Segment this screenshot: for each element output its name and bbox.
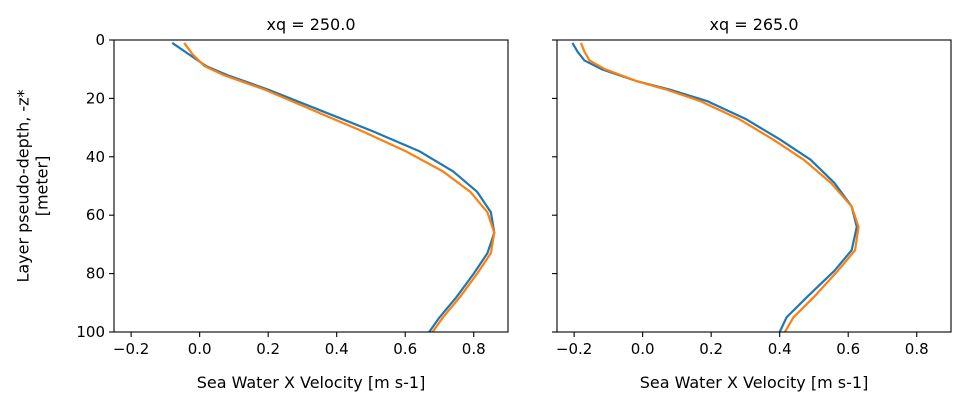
series-line-blue <box>571 42 858 332</box>
plot-frame <box>556 39 952 333</box>
panel-title: xq = 250.0 <box>266 15 355 34</box>
x-tick-label: 0.4 <box>768 340 792 358</box>
plot-frame <box>113 39 509 333</box>
y-tick-label: 0 <box>95 31 105 49</box>
y-tick-label: 20 <box>86 89 105 107</box>
x-tick-label: 0.0 <box>631 340 655 358</box>
x-tick-label: −0.2 <box>113 340 149 358</box>
y-axis-label: Layer pseudo-depth, -z*[meter] <box>14 89 52 282</box>
panel-xq-265: −0.2 0.0 0.2 0.4 0.6 0.8 xq = 265.0 Sea Water X… <box>552 15 952 392</box>
x-tick-label: 0.2 <box>699 340 723 358</box>
panel-title: xq = 265.0 <box>709 15 798 34</box>
x-tick-label: 0.8 <box>462 340 486 358</box>
x-axis-label: Sea Water X Velocity [m s-1] <box>197 373 426 392</box>
y-tick-label: 60 <box>86 206 105 224</box>
x-tick-label: 0.8 <box>905 340 929 358</box>
series-line-blue <box>171 42 496 332</box>
panel-xq-250: −0.2 0.0 0.2 0.4 0.6 0.8 0 20 40 60 80 100 xq = 250.… <box>14 15 509 392</box>
x-tick-label: 0.6 <box>393 340 417 358</box>
x-tick-label: 0.6 <box>836 340 860 358</box>
x-tick-label: −0.2 <box>556 340 592 358</box>
x-tick-label: 0.4 <box>325 340 349 358</box>
series-line-orange <box>579 42 860 332</box>
x-tick-label: 0.2 <box>256 340 280 358</box>
y-tick-label: 100 <box>76 323 105 341</box>
y-tick-label: 80 <box>86 265 105 283</box>
y-tick-label: 40 <box>86 148 105 166</box>
series-line-orange <box>183 42 496 332</box>
x-axis-label: Sea Water X Velocity [m s-1] <box>640 373 869 392</box>
x-tick-label: 0.0 <box>188 340 212 358</box>
